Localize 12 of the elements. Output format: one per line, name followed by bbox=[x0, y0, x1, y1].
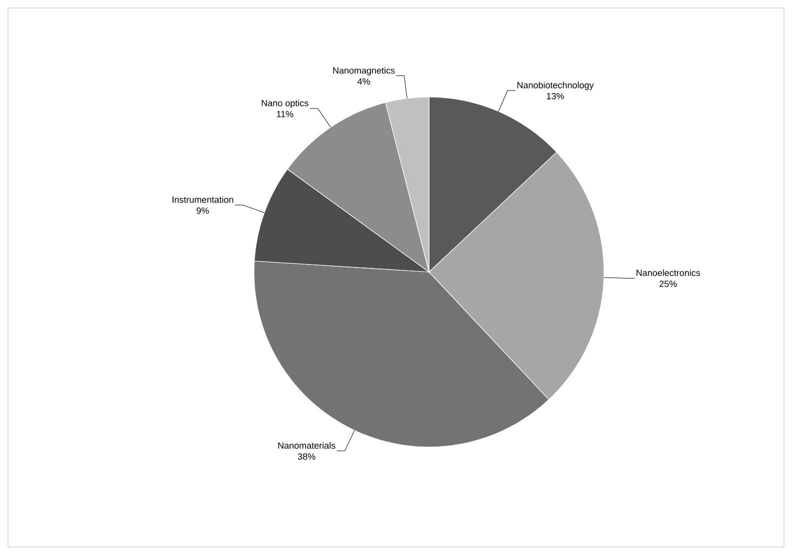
data-label: 9% bbox=[196, 207, 209, 214]
data-label: 11% bbox=[276, 110, 294, 118]
data-label: 38% bbox=[298, 453, 316, 460]
slice-label: Nanoelectronics bbox=[636, 269, 700, 276]
data-label: 13% bbox=[546, 92, 564, 100]
data-label: 25% bbox=[660, 280, 677, 288]
slice-label: Instrumentation bbox=[172, 196, 234, 203]
slice-label: Nanobiotechnology bbox=[517, 82, 594, 90]
slice-label: Nanomagnetics bbox=[333, 67, 395, 76]
slice-label: Nano optics bbox=[262, 100, 308, 108]
slice-label: Nanomaterials bbox=[278, 442, 336, 449]
data-label: 4% bbox=[357, 78, 370, 85]
